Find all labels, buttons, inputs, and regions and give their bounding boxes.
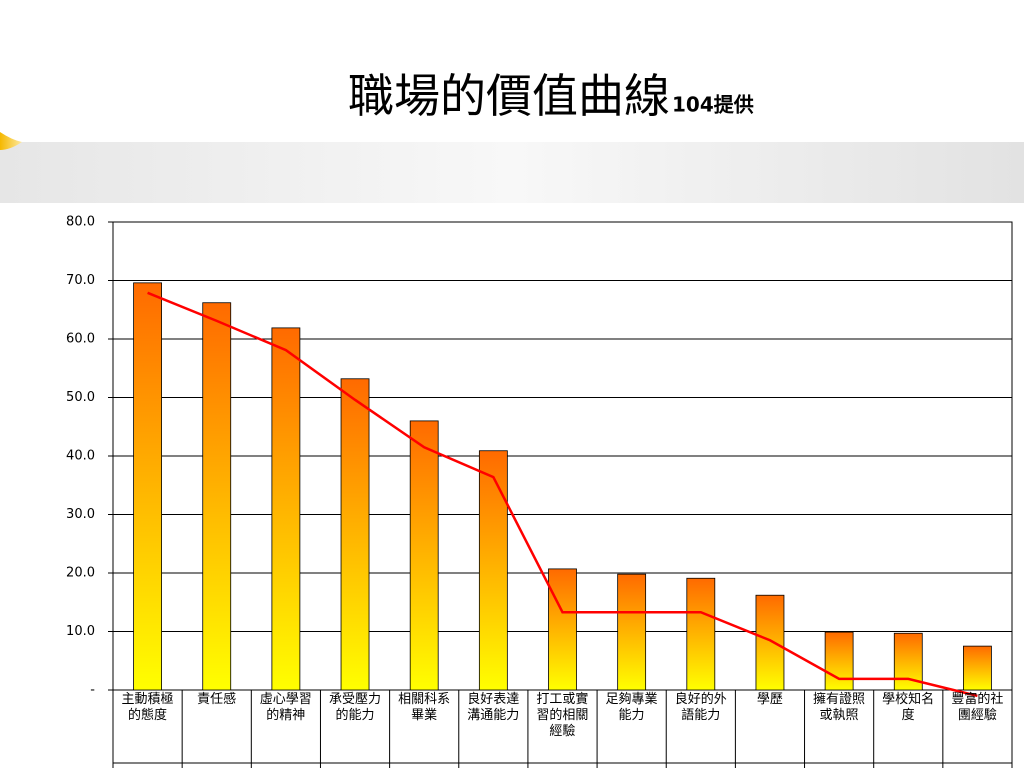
bar <box>478 450 508 691</box>
bar <box>548 568 577 691</box>
x-tick-label: 良好的外語能力 <box>674 692 727 723</box>
y-tick-label: 40.0 <box>66 449 95 464</box>
line <box>147 291 978 698</box>
y-tick-label: 70.0 <box>66 273 95 288</box>
bar <box>340 378 370 691</box>
bar <box>409 420 439 691</box>
x-tick-label: 良好表達溝通能力 <box>467 692 520 723</box>
y-tick-label: - <box>90 683 95 698</box>
x-tick-label: 足夠專業能力 <box>605 692 658 723</box>
chart-title: 職場的價值曲線 <box>348 69 670 123</box>
y-tick-label: 20.0 <box>66 566 95 581</box>
x-tick-label: 主動積極的態度 <box>121 692 174 723</box>
bar <box>686 577 716 691</box>
y-tick-label: 50.0 <box>66 390 95 405</box>
bar <box>271 327 301 691</box>
bar <box>963 645 992 691</box>
y-tick-label: 60.0 <box>66 332 95 347</box>
bar <box>824 631 854 691</box>
swoosh <box>0 132 22 150</box>
header-band <box>0 142 1024 203</box>
x-tick-label: 相關科系畢業 <box>398 692 451 723</box>
x-tick-label: 擁有證照或執照 <box>813 692 866 723</box>
x-tick-label: 虛心學習的精神 <box>259 692 312 723</box>
x-tick-label: 學歷 <box>756 692 783 707</box>
chart-subtitle: 104提供 <box>672 93 754 117</box>
bar <box>202 302 232 691</box>
x-tick-label: 承受壓力的能力 <box>328 692 381 723</box>
x-tick-label: 責任感 <box>197 692 237 707</box>
x-tick-label: 打工或實習的相關經驗 <box>536 692 589 739</box>
x-tick-label: 學校知名度 <box>882 692 935 723</box>
bar <box>755 594 785 691</box>
x-tick-label: 豐富的社團經驗 <box>951 692 1004 723</box>
bar <box>617 573 647 691</box>
bar <box>133 282 162 691</box>
y-tick-label: 30.0 <box>66 507 95 522</box>
y-tick-label: 80.0 <box>66 215 95 230</box>
y-tick-label: 10.0 <box>66 624 95 639</box>
